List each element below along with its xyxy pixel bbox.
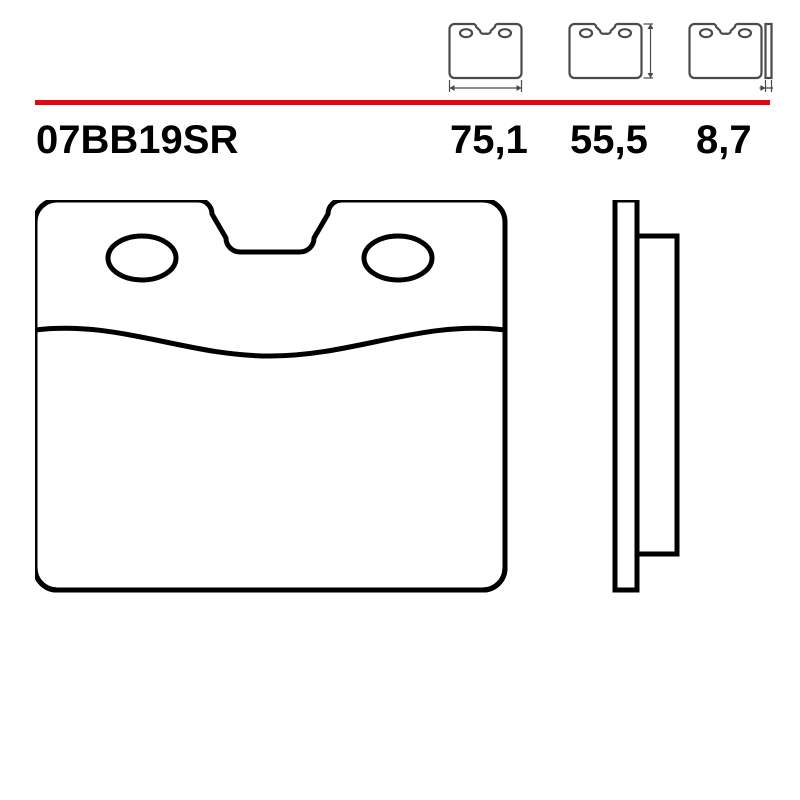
product-code: 07BB19SR [36, 118, 238, 163]
dimension-width: 75,1 [450, 118, 528, 163]
dimension-icon-height [558, 20, 653, 92]
dimension-height: 55,5 [570, 118, 648, 163]
dimension-thickness: 8,7 [696, 118, 752, 163]
dimension-icon-thickness [678, 20, 773, 92]
brake-pad-diagram [35, 200, 770, 625]
figure-root: 07BB19SR 75,1 55,5 8,7 [0, 0, 800, 800]
dimension-icon-width [438, 20, 533, 92]
divider-rule [35, 100, 770, 105]
